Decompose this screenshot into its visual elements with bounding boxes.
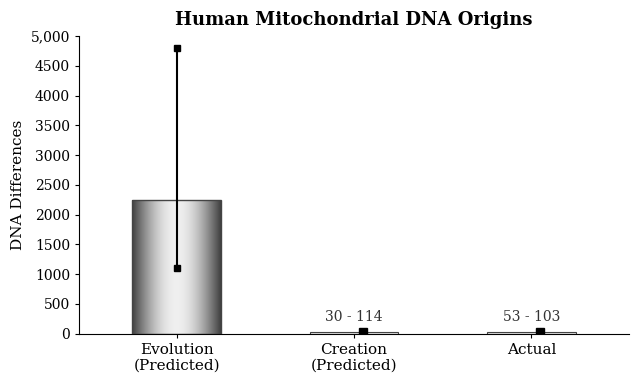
Bar [310, 331, 398, 334]
Text: 30 - 114: 30 - 114 [325, 310, 383, 324]
Bar [132, 200, 221, 334]
Y-axis label: DNA Differences: DNA Differences [11, 120, 25, 250]
Text: 53 - 103: 53 - 103 [502, 310, 560, 324]
Title: Human Mitochondrial DNA Origins: Human Mitochondrial DNA Origins [175, 11, 532, 29]
Bar [487, 331, 576, 334]
